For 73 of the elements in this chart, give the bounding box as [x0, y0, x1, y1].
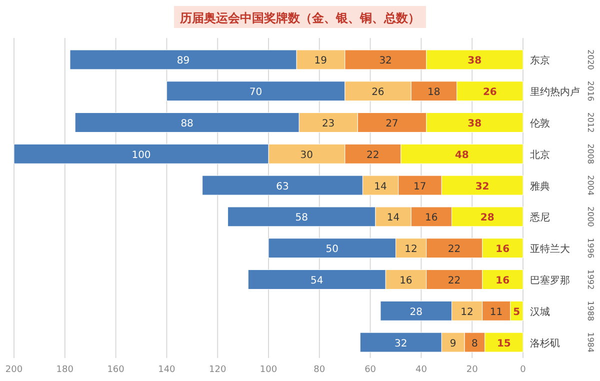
chart-title: 历届奥运会中国奖牌数（金、银、铜、总数）: [179, 11, 420, 25]
x-tick-label: 160: [107, 365, 125, 375]
data-label: 100: [132, 150, 151, 161]
x-tick-label: 200: [5, 365, 23, 375]
y2-tick-label: 1988: [586, 300, 595, 322]
data-label: 54: [310, 276, 324, 286]
y2-tick-label: 2020: [586, 50, 595, 70]
y-tick-label: 里约热内卢: [530, 86, 580, 98]
data-label: 27: [386, 118, 398, 130]
y-tick-label: 汉城: [530, 306, 550, 318]
data-label: 17: [414, 181, 426, 192]
y2-tick-label: 2004: [586, 175, 595, 196]
x-tick-label: 0: [520, 365, 526, 375]
data-label: 16: [425, 212, 438, 224]
data-label: 12: [404, 244, 418, 256]
data-label: 32: [394, 338, 408, 350]
data-label: 58: [295, 212, 308, 224]
data-label: 50: [326, 244, 338, 256]
data-label: 14: [386, 212, 400, 224]
data-label: 48: [454, 150, 469, 161]
data-label: 12: [460, 306, 474, 318]
data-label: 9: [450, 338, 456, 350]
data-label: 89: [176, 56, 190, 67]
data-label: 63: [276, 181, 289, 192]
data-label: 11: [490, 306, 503, 318]
y2-tick-label: 1992: [586, 269, 595, 290]
title: 历届奥运会中国奖牌数（金、银、铜、总数）: [174, 6, 426, 28]
data-label: 26: [372, 87, 384, 98]
data-label: 19: [314, 56, 328, 67]
data-label: 32: [475, 181, 490, 192]
y-tick-label: 雅典: [530, 180, 550, 192]
data-label: 88: [180, 118, 194, 130]
y2-tick-label: 2016: [586, 80, 595, 102]
y-tick-label: 巴塞罗那: [530, 274, 570, 286]
x-tick-label: 120: [209, 365, 226, 375]
data-label: 16: [400, 276, 412, 286]
data-label: 22: [366, 150, 380, 161]
data-label: 32: [379, 56, 392, 67]
data-label: 5: [513, 306, 520, 318]
y2-tick-label: 1984: [586, 332, 595, 352]
x-tick-label: 140: [158, 365, 176, 375]
data-label: 16: [496, 244, 510, 256]
x-tick-label: 100: [260, 365, 278, 375]
x-tick-label: 180: [56, 365, 74, 375]
data-label: 14: [374, 181, 387, 192]
data-label: 15: [496, 338, 511, 350]
y2-tick-label: 2008: [586, 144, 595, 164]
data-label: 30: [300, 150, 314, 161]
x-tick-label: 60: [364, 365, 376, 375]
data-label: 26: [482, 87, 497, 98]
y2-tick-label: 2000: [586, 206, 595, 227]
data-label: 16: [496, 276, 510, 286]
y-tick-label: 洛杉矶: [530, 337, 560, 350]
y-tick-label: 伦敦: [530, 118, 550, 130]
data-label: 70: [249, 87, 262, 98]
y2-tick-label: 1996: [586, 238, 595, 258]
x-tick-label: 80: [314, 365, 326, 375]
data-label: 28: [410, 306, 422, 318]
x-tick-label: 20: [466, 365, 478, 375]
data-label: 18: [428, 87, 440, 98]
data-label: 28: [480, 212, 494, 224]
x-tick-label: 40: [415, 365, 428, 375]
y-tick-label: 亚特兰大: [530, 243, 570, 256]
data-label: 22: [448, 244, 461, 256]
y2-tick-label: 2012: [586, 112, 595, 133]
data-label: 38: [468, 56, 482, 67]
y-tick-label: 北京: [530, 148, 550, 161]
data-label: 23: [322, 118, 335, 130]
data-label: 8: [471, 338, 478, 350]
data-label: 38: [468, 118, 482, 130]
y-tick-label: 东京: [530, 54, 550, 67]
data-label: 22: [448, 276, 461, 286]
y-tick-label: 悉尼: [529, 212, 550, 224]
